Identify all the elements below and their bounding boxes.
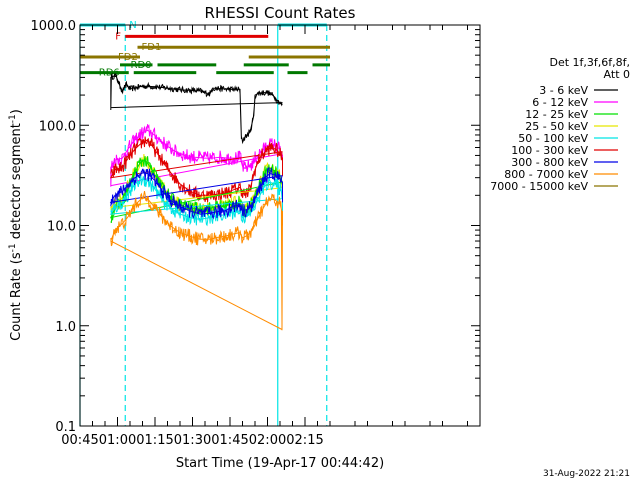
x-tick-label: 02:15 [286, 433, 323, 448]
y-axis-title-sup: -1 [8, 243, 18, 252]
legend-header-line-2: Att 0 [604, 68, 630, 81]
x-tick-label: 00:45 [61, 433, 98, 448]
y-tick-label: 1000.0 [31, 19, 77, 34]
legend-label-6: 300 - 800 keV [511, 156, 588, 169]
y-axis-title-sup2: -1 [8, 114, 18, 123]
flag-label-fd1: FD1 [142, 42, 162, 53]
x-axis-title: Start Time (19-Apr-17 00:44:42) [176, 456, 384, 471]
series-line-6 [109, 166, 283, 220]
legend-header-line-1: Det 1f,3f,6f,8f, [549, 56, 630, 69]
legend-label-1: 6 - 12 keV [532, 96, 588, 109]
y-axis-title: Count Rate (s-1 detector segment-1) [8, 109, 24, 341]
y-axis-title-mid: detector segment [9, 123, 24, 243]
series-line-5 [109, 136, 283, 203]
flag-label-rd0: RD0 [131, 60, 152, 71]
y-axis-title-main: Count Rate (s [9, 252, 24, 341]
y-tick-label: 1.0 [55, 320, 76, 335]
y-axis-title-end: ) [9, 109, 24, 114]
x-axis: 00:45 01:00 01:15 01:30 01:45 02:00 02:15 [61, 25, 481, 448]
y-tick-label: 10.0 [47, 220, 76, 235]
series-line-1 [110, 124, 283, 187]
y-tick-label: 100.0 [39, 119, 76, 134]
legend-label-0: 3 - 6 keV [539, 84, 588, 97]
x-tick-label: 01:15 [136, 433, 173, 448]
chart-title: RHESSI Count Rates [205, 4, 356, 22]
flag-label-rd6: RD6 [99, 68, 120, 79]
y-axis: 0.1 1.0 10.0 100.0 1000.0 [31, 19, 480, 435]
legend-label-3: 25 - 50 keV [525, 120, 588, 133]
flag-label-f: F [115, 31, 121, 42]
series-line-7 [110, 191, 283, 331]
x-tick-label: 01:30 [174, 433, 211, 448]
legend-label-8: 7000 - 15000 keV [490, 180, 588, 193]
x-tick-label: 02:00 [249, 433, 286, 448]
legend-label-2: 12 - 25 keV [525, 108, 588, 121]
x-tick-label: 01:00 [99, 433, 136, 448]
y-tick-label: 0.1 [55, 420, 76, 435]
x-tick-label: 01:45 [211, 433, 248, 448]
footer-date: 31-Aug-2022 21:21 [543, 469, 630, 479]
legend-label-4: 50 - 100 keV [518, 132, 588, 145]
legend-label-7: 800 - 7000 keV [504, 168, 588, 181]
series-line-0 [110, 72, 283, 145]
legend-label-5: 100 - 300 keV [511, 144, 588, 157]
flag-label-fd2: FD2 [118, 52, 138, 63]
